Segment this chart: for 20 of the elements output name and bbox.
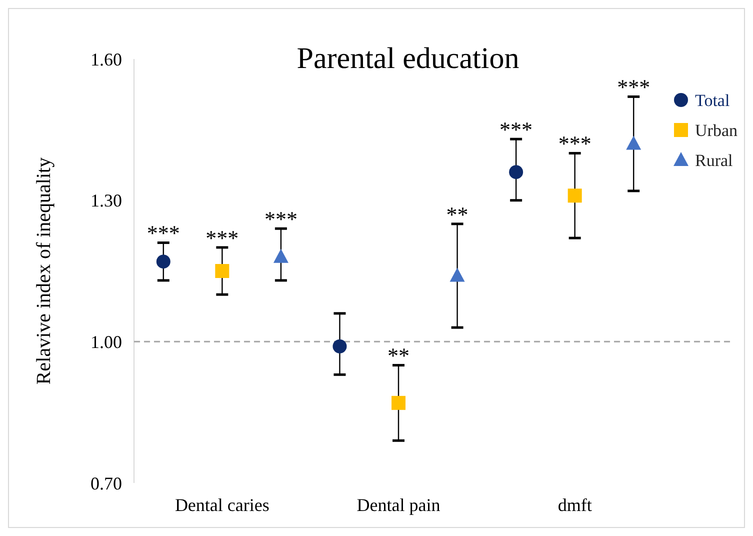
x-tick-label: dmft <box>558 495 592 515</box>
y-tick-label: 0.70 <box>90 473 122 494</box>
y-tick-label: 1.00 <box>90 332 122 352</box>
data-label: *** <box>146 220 180 246</box>
data-label: *** <box>264 206 298 232</box>
data-label: *** <box>500 117 533 142</box>
y-axis-title: Relavive index of inequality <box>33 157 55 385</box>
legend-label: Rural <box>695 150 734 170</box>
data-label: *** <box>206 225 239 250</box>
x-tick-label: Dental pain <box>356 495 440 515</box>
y-tick-label: 1.60 <box>90 49 122 70</box>
data-label: *** <box>558 131 592 156</box>
y-tick-label: 1.30 <box>90 190 122 211</box>
data-label: *** <box>617 74 650 100</box>
data-label: ** <box>446 202 468 227</box>
data-label: ** <box>388 343 410 368</box>
x-tick-label: Dental caries <box>174 495 270 515</box>
legend-label: Total <box>695 90 730 110</box>
legend-label: Urban <box>695 120 738 140</box>
chart-title: Parental education <box>296 42 520 75</box>
